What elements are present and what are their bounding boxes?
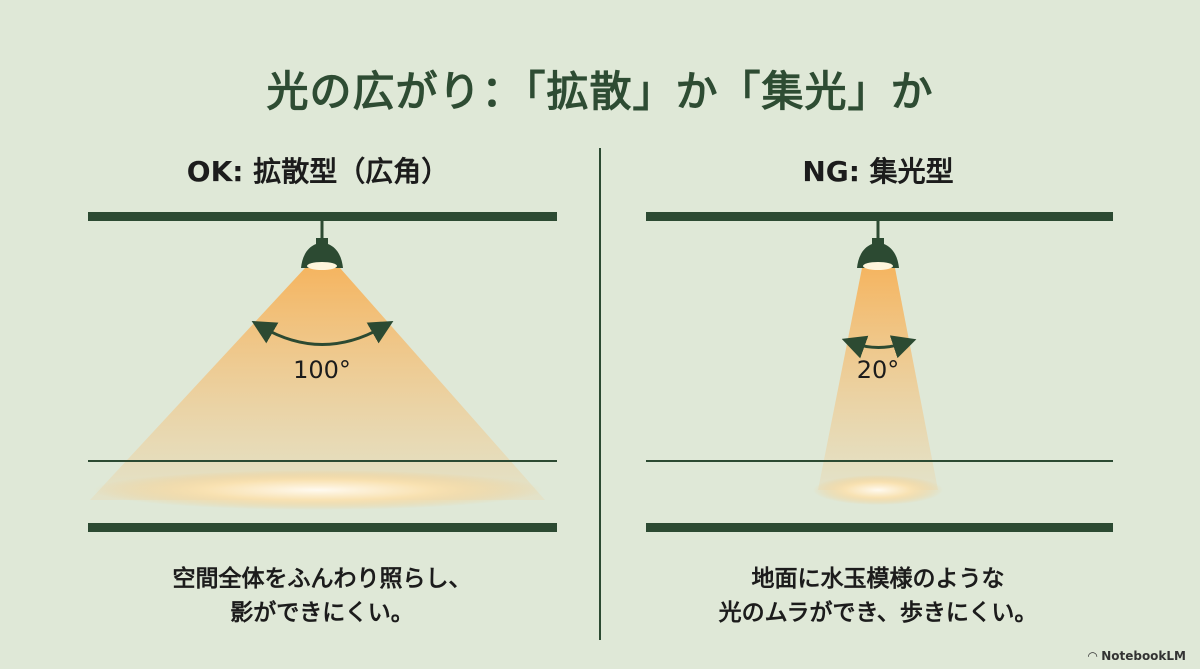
left-heading: OK: 拡散型（広角） xyxy=(186,155,450,188)
left-lamp-icon xyxy=(301,221,343,270)
right-lamp-icon xyxy=(857,221,899,270)
right-ceiling xyxy=(646,212,1113,221)
left-floor-line xyxy=(88,460,557,462)
caption-line: 空間全体をふんわり照らし、 xyxy=(172,566,472,592)
right-floor-line xyxy=(646,460,1113,462)
left-caption: 空間全体をふんわり照らし、 影ができにくい。 xyxy=(72,562,572,630)
page-title: 光の広がり：「拡散」か「集光」か xyxy=(266,67,934,116)
wide-light-cone xyxy=(90,268,545,500)
wide-angle-arrow xyxy=(251,320,394,346)
narrow-angle-label: 20° xyxy=(856,356,900,384)
narrow-angle-arrow xyxy=(841,335,917,359)
right-base xyxy=(646,523,1113,532)
wide-floor-glow xyxy=(93,470,543,510)
wide-angle-label: 100° xyxy=(293,356,351,384)
caption-line: 地面に水玉模様のような xyxy=(751,566,1005,592)
right-heading: NG: 集光型 xyxy=(802,155,954,188)
narrow-light-cone xyxy=(818,268,938,490)
brand-logo: ◠ NotebookLM xyxy=(1088,649,1186,663)
left-base xyxy=(88,523,557,532)
brand-name: NotebookLM xyxy=(1101,649,1186,663)
right-caption: 地面に水玉模様のような 光のムラができ、歩きにくい。 xyxy=(628,562,1128,630)
narrow-floor-glow xyxy=(813,475,943,505)
caption-line: 影ができにくい。 xyxy=(230,600,414,626)
left-ceiling xyxy=(88,212,557,221)
notebooklm-icon: ◠ xyxy=(1087,649,1098,663)
caption-line: 光のムラができ、歩きにくい。 xyxy=(718,600,1038,626)
